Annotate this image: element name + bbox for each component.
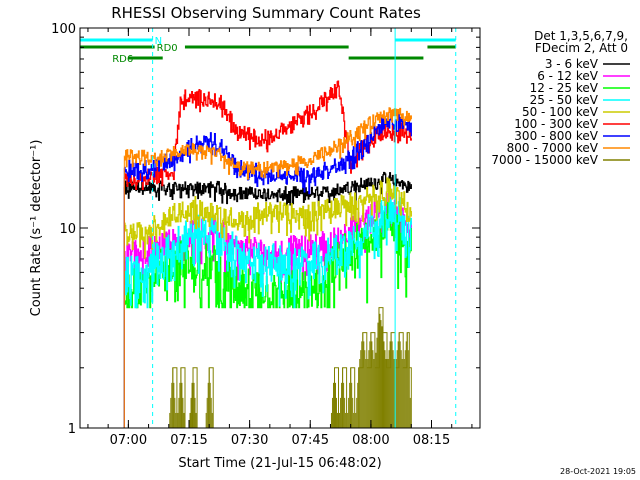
- legend-entry-label: 25 - 50 keV: [530, 93, 599, 107]
- series-line: [124, 110, 412, 195]
- series-layer: [123, 80, 412, 429]
- chart-title: RHESSI Observing Summary Count Rates: [111, 4, 421, 22]
- x-tick-label: 07:00: [110, 433, 147, 448]
- flag-label: RD6: [112, 54, 133, 65]
- legend-entry-label: 6 - 12 keV: [537, 69, 599, 83]
- legend-entry-label: 300 - 800 keV: [514, 129, 598, 143]
- series-line: [124, 171, 412, 207]
- series-line: [124, 107, 412, 180]
- legend-entry-label: 3 - 6 keV: [545, 57, 599, 71]
- series-line: [124, 177, 412, 259]
- axes-layer: 07:00 07:15 07:30 07:45 08:00 08:15 1 10 100: [51, 22, 480, 448]
- x-tick-label: 08:00: [352, 433, 389, 448]
- legend-entry-label: 50 - 100 keV: [522, 105, 599, 119]
- x-tick-label: 07:15: [170, 433, 207, 448]
- legend-entry-label: 7000 - 15000 keV: [491, 153, 598, 167]
- x-tick-label: 07:45: [292, 433, 329, 448]
- x-axis-label: Start Time (21-Jul-15 06:48:02): [178, 456, 381, 471]
- y-tick-label: 10: [59, 222, 76, 237]
- legend: Det 1,3,5,6,7,9, FDecim 2, Att 0 3 - 6 k…: [491, 29, 630, 167]
- legend-entry-label: 100 - 300 keV: [514, 117, 598, 131]
- y-tick-label: 1: [68, 422, 76, 437]
- series-line: [330, 307, 412, 429]
- legend-entry-label: 12 - 25 keV: [530, 81, 599, 95]
- legend-header-line-2: FDecim 2, Att 0: [535, 41, 628, 55]
- series-line: [124, 197, 412, 309]
- flag-label: RD0: [157, 43, 178, 54]
- x-tick-label: 07:30: [231, 433, 268, 448]
- y-axis-label: Count Rate (s⁻¹ detector⁻¹): [29, 140, 44, 317]
- legend-entry-label: 800 - 7000 keV: [507, 141, 599, 155]
- y-tick-label: 100: [51, 22, 76, 37]
- flag-label: N: [155, 36, 162, 47]
- markers-layer: [152, 28, 457, 428]
- footer-timestamp: 28-Oct-2021 19:05: [560, 467, 636, 476]
- x-tick-label: 08:15: [413, 433, 450, 448]
- legend-header-line-1: Det 1,3,5,6,7,9,: [534, 29, 628, 43]
